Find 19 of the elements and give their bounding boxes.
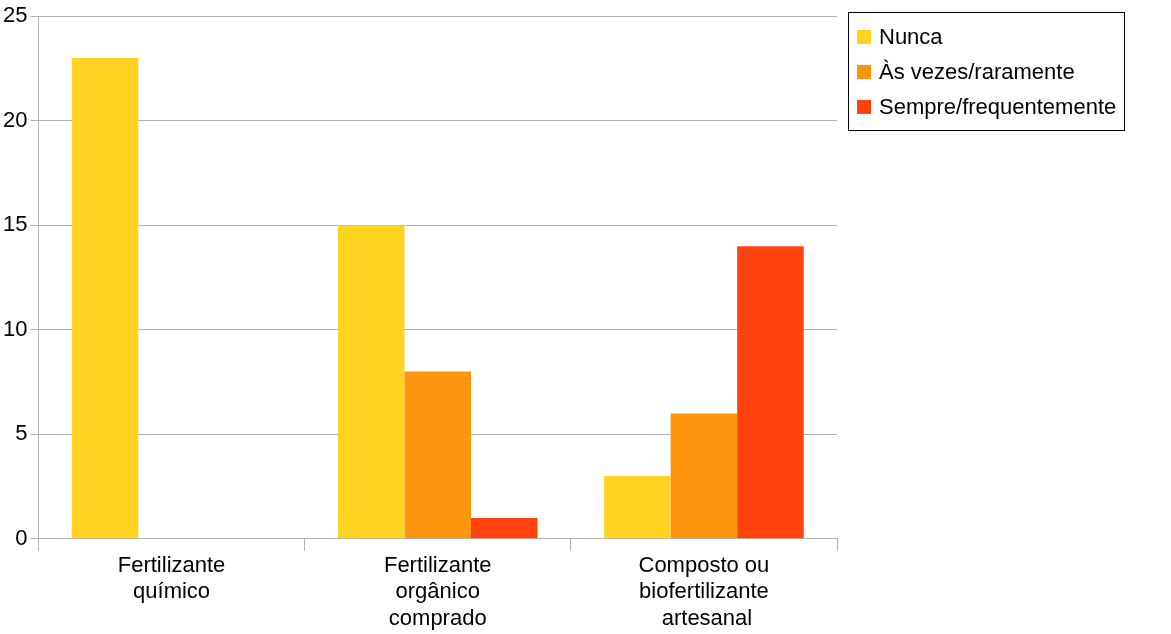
bar [471,517,538,539]
x-tick-label: Fertilizante orgânico comprado [383,552,492,630]
bar [404,371,472,539]
legend-label: Nunca [879,24,943,49]
bar [604,476,671,539]
legend-label: Às vezes/raramente [879,59,1075,84]
x-tick-label: Composto ou biofertilizante artesanal [638,552,770,630]
bar [737,246,804,539]
y-tick-label: 5 [15,420,28,446]
y-tick-label: 25 [2,2,28,28]
bar [670,413,738,539]
bar [337,225,405,539]
y-tick-label: 10 [2,315,28,341]
y-tick-label: 20 [2,106,28,132]
y-tick-label: 0 [15,524,28,550]
legend-label: Sempre/frequentemente [879,94,1117,119]
x-tick-label: Fertilizante químico [117,552,226,604]
bar [71,58,139,539]
y-tick-label: 15 [2,211,28,237]
